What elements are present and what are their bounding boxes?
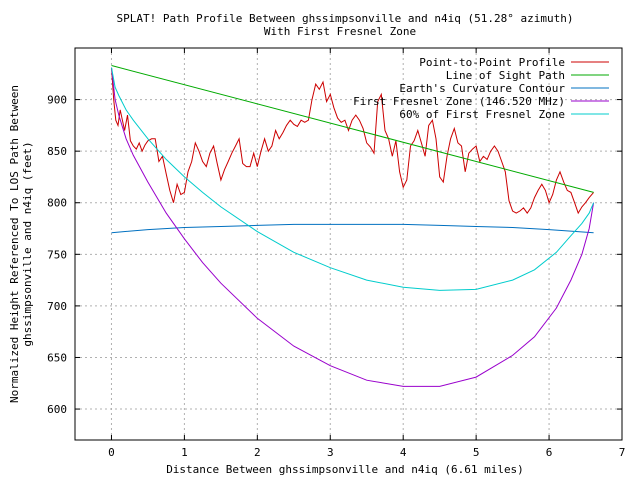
plot-frame [74, 47, 623, 441]
y-tick-label: 800 [47, 197, 67, 210]
y-tick-label: 900 [47, 94, 67, 107]
y-tick-label: 700 [47, 300, 67, 313]
x-tick-label: 1 [181, 446, 188, 459]
series-line-5 [111, 67, 595, 291]
grid-lines [75, 48, 622, 440]
y-axis-label-line1: Normalized Height Referenced To LOS Path… [8, 85, 21, 403]
legend-label: 60% of First Fresnel Zone [399, 108, 565, 121]
chart-subtitle: With First Fresnel Zone [264, 25, 416, 38]
y-tick-label: 650 [47, 351, 67, 364]
legend-label: Line of Sight Path [446, 69, 565, 82]
y-axis-label-line2: ghssimpsonville and n4iq (feet) [21, 141, 34, 346]
series-line-2 [111, 65, 594, 193]
x-tick-label: 5 [473, 446, 480, 459]
series-group [111, 65, 595, 387]
x-axis-label: Distance Between ghssimpsonville and n4i… [166, 463, 524, 476]
axis-ticks: 600 650 700 750 800 850 900 0 1 2 3 4 5 6 7 [47, 48, 625, 459]
legend-label: Earth's Curvature Contour [399, 82, 565, 95]
y-tick-label: 750 [47, 248, 67, 261]
legend-label: First Fresnel Zone (146.520 MHz) [353, 95, 565, 108]
x-tick-label: 0 [108, 446, 115, 459]
series-line-1 [111, 67, 594, 215]
legend-label: Point-to-Point Profile [419, 56, 565, 69]
chart-title: SPLAT! Path Profile Between ghssimpsonvi… [117, 12, 574, 25]
series-line-4 [111, 67, 595, 387]
x-tick-label: 2 [254, 446, 261, 459]
x-tick-label: 7 [619, 446, 626, 459]
x-tick-label: 6 [546, 446, 553, 459]
x-tick-label: 4 [400, 446, 407, 459]
y-tick-label: 600 [47, 403, 67, 416]
series-line-3 [111, 223, 594, 234]
y-tick-label: 850 [47, 145, 67, 158]
x-tick-label: 3 [327, 446, 334, 459]
